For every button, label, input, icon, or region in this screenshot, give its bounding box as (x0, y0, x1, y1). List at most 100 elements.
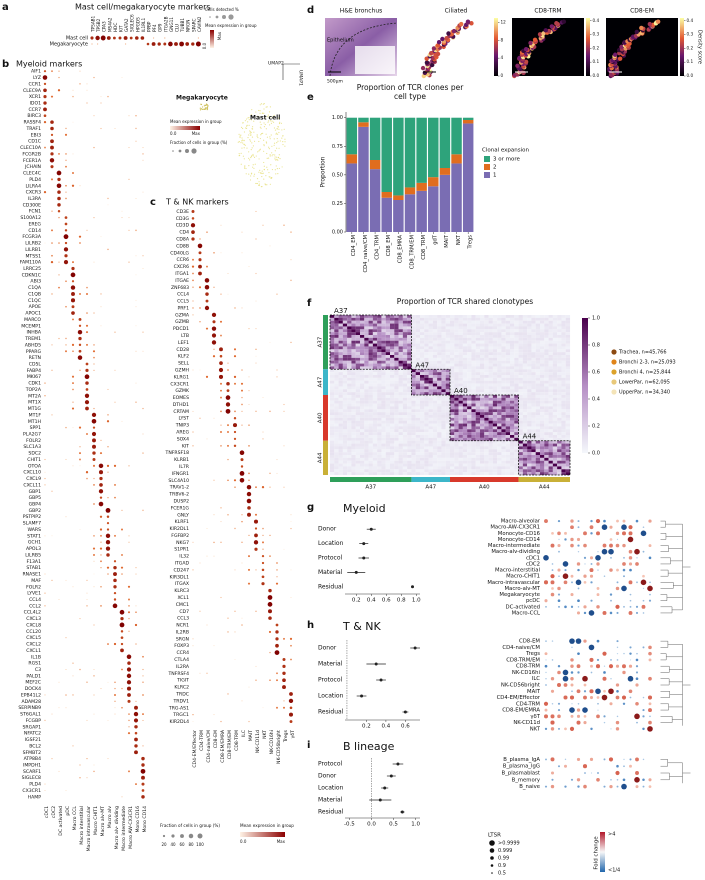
heatmap-cell (506, 329, 510, 332)
heatmap-cell (351, 426, 355, 429)
umap-point (284, 146, 285, 147)
heatmap-cell (471, 332, 475, 335)
heatmap-cell (416, 421, 420, 424)
heatmap-cell (514, 432, 518, 435)
heatmap-cell (497, 395, 501, 398)
heatmap-cell (484, 364, 488, 367)
umap-point (284, 139, 285, 140)
gene-label: SLAMF7 (23, 521, 41, 527)
heatmap-cell (407, 329, 411, 332)
dot (93, 771, 95, 773)
heatmap-cell (510, 452, 514, 455)
heatmap-cell (403, 352, 407, 355)
gene-label: GBP1 (29, 489, 41, 495)
heatmap-cell (544, 329, 548, 332)
dot (179, 42, 184, 47)
effect-dot (649, 544, 652, 547)
dot (107, 497, 108, 498)
heatmap-cell (369, 361, 373, 364)
heatmap-cell (360, 464, 364, 467)
heatmap-cell (493, 364, 497, 367)
heatmap-cell (429, 329, 433, 332)
dot (101, 96, 102, 97)
heatmap-cell (566, 432, 570, 435)
heatmap-cell (420, 384, 424, 387)
gene-label: MTSS1 (25, 253, 41, 259)
dot (93, 408, 94, 409)
heatmap-cell (381, 386, 385, 389)
dot (51, 714, 52, 715)
dot (93, 217, 94, 218)
gene-label: INHBA (26, 330, 41, 336)
dot (100, 547, 102, 549)
umap-point (250, 135, 251, 136)
heatmap-cell (377, 364, 381, 367)
dot (86, 312, 88, 314)
heatmap-cell (356, 429, 360, 432)
heatmap-cell (454, 418, 458, 421)
heatmap-cell (489, 444, 493, 447)
heatmap-cell (347, 418, 351, 421)
heatmap-cell (549, 329, 553, 332)
dot (247, 513, 251, 517)
dot (65, 229, 67, 231)
heatmap-cell (390, 381, 394, 384)
effect-dot (635, 562, 639, 566)
heatmap-cell (351, 472, 355, 475)
umap-point (261, 176, 262, 177)
heatmap-cell (377, 341, 381, 344)
heatmap-cell (549, 341, 553, 344)
heatmap-cell (553, 349, 557, 352)
cell-type-label: NK-CD11d (255, 730, 261, 753)
effect-dot (621, 586, 627, 592)
gene-label: GCH1 (28, 540, 41, 546)
heatmap-cell (510, 366, 514, 369)
heatmap-cell (364, 361, 368, 364)
umap-point (252, 128, 253, 129)
heatmap-cell (334, 324, 338, 327)
heatmap-cell (476, 395, 480, 398)
dot (213, 349, 214, 350)
dot (65, 516, 66, 517)
cell-type-label: Macro AW-CX3CR1 (128, 806, 134, 849)
heatmap-cell (450, 378, 454, 381)
umap-point (238, 142, 239, 143)
heatmap-cell (334, 418, 338, 421)
heatmap-cell (351, 324, 355, 327)
heatmap-cell (360, 375, 364, 378)
dot (93, 147, 94, 148)
heatmap-cell (446, 321, 450, 324)
dot (220, 383, 222, 385)
dot (128, 631, 129, 632)
heatmap-cell (356, 341, 360, 344)
heatmap-cell (364, 412, 368, 415)
heatmap-cell (497, 318, 501, 321)
dot (141, 763, 144, 766)
heatmap-cell (330, 361, 334, 364)
heatmap-cell (510, 378, 514, 381)
heatmap-cell (557, 315, 561, 318)
heatmap-cell (399, 344, 403, 347)
heatmap-cell (523, 401, 527, 404)
effect-dot (623, 569, 626, 572)
heatmap-cell (330, 392, 334, 395)
heatmap-cell (403, 326, 407, 329)
heatmap-cell (493, 421, 497, 424)
heatmap-cell (411, 332, 415, 335)
heatmap-cell (360, 341, 364, 344)
umap-point (259, 149, 260, 150)
heatmap-cell (356, 466, 360, 469)
heatmap-cell (489, 389, 493, 392)
image-title: Ciliated (445, 8, 468, 15)
heatmap-cell (356, 332, 360, 335)
dot (135, 605, 136, 606)
heatmap-cell (549, 335, 553, 338)
dot (141, 776, 145, 780)
heatmap-cell (351, 449, 355, 452)
umap-point (263, 173, 264, 174)
dot (51, 134, 53, 136)
heatmap-cell (557, 358, 561, 361)
effect-dot (634, 549, 640, 555)
heatmap-cell (467, 444, 471, 447)
heatmap-cell (441, 461, 445, 464)
